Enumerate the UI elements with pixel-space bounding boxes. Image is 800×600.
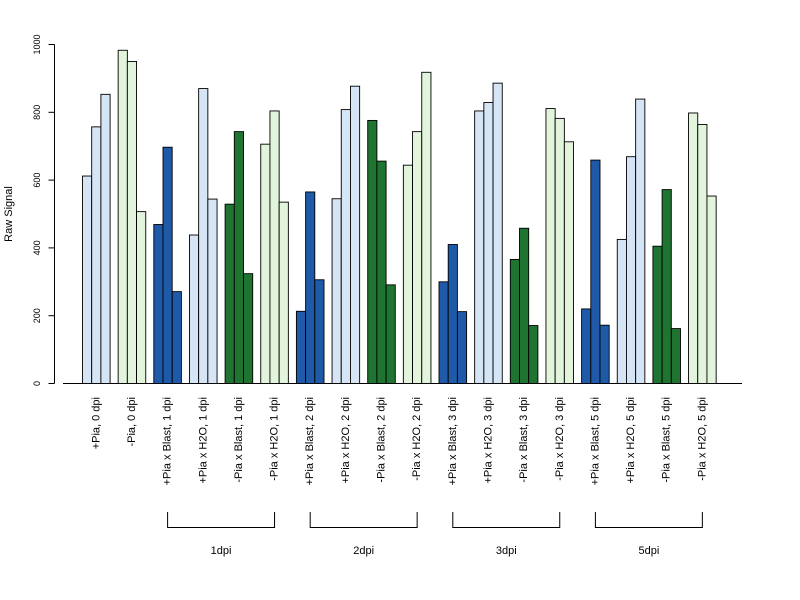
bracket-label: 3dpi (496, 545, 517, 557)
bar (438, 281, 449, 384)
bar (402, 164, 414, 384)
bar (421, 71, 432, 384)
bar (688, 112, 699, 384)
bars (82, 49, 717, 384)
bar (350, 85, 361, 384)
x-tick-label: +Pia x Blast, 5 dpi (589, 397, 601, 485)
timepoint-brackets: 1dpi 2dpi 3dpi 5dpi (167, 512, 703, 557)
y-tick-label: 200 (32, 308, 42, 323)
bar (616, 238, 627, 384)
x-tick-label: -Pia x H2O, 2 dpi (411, 397, 423, 481)
bar (295, 310, 307, 384)
bar (706, 195, 717, 384)
bar (635, 98, 646, 384)
bar (171, 291, 182, 384)
bracket-label: 2dpi (353, 545, 374, 557)
bar (224, 203, 235, 384)
bar (188, 234, 200, 384)
bar (233, 131, 244, 384)
x-tick-label: +Pia x H2O, 5 dpi (625, 397, 637, 484)
bar (82, 175, 93, 384)
bracket-label: 1dpi (211, 545, 232, 557)
bracket-line (309, 512, 418, 528)
bar (661, 189, 672, 384)
bar (260, 143, 271, 384)
y-tick-label: 400 (32, 240, 42, 255)
bar (376, 160, 387, 384)
bar (563, 141, 574, 384)
x-tick-label: -Pia, 0 dpi (126, 397, 138, 447)
x-tick-label: -Pia x H2O, 3 dpi (554, 397, 566, 481)
x-tick-label: -Pia x Blast, 1 dpi (233, 397, 245, 483)
bar (670, 328, 681, 384)
bar (198, 88, 209, 384)
bar (626, 156, 637, 384)
y-tick-label: 600 (32, 173, 42, 188)
bar (136, 211, 147, 384)
bar (331, 198, 342, 384)
bar (91, 126, 102, 384)
x-tick-label: +Pia x H2O, 2 dpi (340, 397, 352, 484)
bar (117, 49, 128, 384)
bar (590, 159, 601, 384)
y-tick-label: 800 (32, 105, 42, 120)
y-axis-label: Raw Signal (3, 186, 15, 242)
bracket-label: 5dpi (638, 545, 659, 557)
bar (474, 110, 485, 384)
x-tick-label: +Pia x Blast, 2 dpi (304, 397, 316, 485)
bar (483, 102, 494, 384)
y-tick-label: 0 (32, 381, 42, 386)
bar (652, 245, 663, 384)
x-tick-label: +Pia x Blast, 3 dpi (447, 397, 459, 485)
x-tick-label: -Pia x Blast, 5 dpi (661, 397, 673, 483)
x-tick-label: +Pia x H2O, 1 dpi (197, 397, 209, 484)
bar (697, 124, 708, 384)
bar (269, 110, 280, 384)
bar (492, 82, 503, 384)
bar (207, 198, 218, 384)
bracket-line (167, 512, 276, 528)
bar (305, 191, 316, 384)
x-tick-labels: +Pia, 0 dpi -Pia, 0 dpi +Pia x Blast, 1 dp… (90, 397, 708, 485)
x-tick-label: -Pia x H2O, 5 dpi (696, 397, 708, 481)
y-tick-label: 1000 (32, 34, 42, 54)
bar (456, 311, 468, 384)
bar (528, 325, 539, 384)
bar (243, 273, 254, 384)
x-tick-label: -Pia x H2O, 1 dpi (269, 397, 281, 481)
bar (412, 131, 423, 384)
bar (509, 258, 520, 384)
bar (545, 108, 556, 384)
x-tick-label: -Pia x Blast, 3 dpi (518, 397, 530, 483)
bar (278, 201, 289, 384)
bracket-line (452, 512, 561, 528)
bar (385, 284, 396, 384)
bar (126, 61, 137, 384)
x-tick-label: +Pia x H2O, 3 dpi (482, 397, 494, 484)
bar (519, 227, 530, 384)
bar (447, 244, 458, 384)
x-tick-label: -Pia x Blast, 2 dpi (376, 397, 388, 483)
bar (100, 93, 111, 384)
bracket-line (594, 512, 703, 528)
x-tick-label: +Pia x Blast, 1 dpi (162, 397, 174, 485)
bar (581, 308, 592, 384)
bar (554, 117, 565, 384)
bar (162, 146, 173, 384)
x-tick-label: +Pia, 0 dpi (90, 397, 102, 449)
bar (153, 224, 164, 384)
bar (599, 324, 610, 384)
bar (340, 109, 351, 384)
y-axis: 0 200 400 600 800 1000 (32, 34, 55, 386)
bar (367, 119, 378, 384)
bar (314, 279, 325, 384)
